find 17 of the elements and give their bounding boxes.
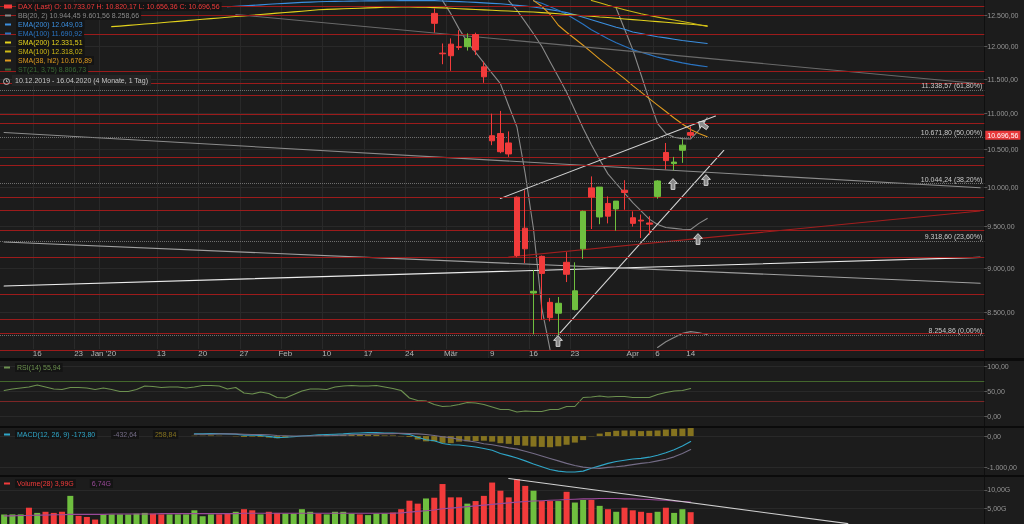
x-tick-label: Mär — [443, 348, 459, 358]
x-tick-label: Jan '20 — [90, 348, 117, 358]
x-tick-label: 23 — [74, 348, 84, 358]
x-tick-label: Feb — [278, 348, 293, 358]
x-tick-label: 14 — [686, 348, 696, 358]
x-tick-label: 17 — [363, 348, 374, 358]
x-tick-label: 16 — [32, 348, 43, 358]
x-tick-label: 24 — [404, 348, 415, 358]
x-tick-label: 6 — [655, 348, 661, 358]
x-tick-label: 13 — [156, 348, 167, 358]
x-tick-label: 9 — [489, 348, 495, 358]
x-tick-label: 23 — [570, 348, 580, 358]
x-tick-label: 16 — [529, 348, 539, 358]
x-tick-label: 27 — [239, 348, 249, 358]
x-tick-label: 10 — [322, 348, 332, 358]
x-tick-label: Apr — [626, 348, 640, 358]
x-tick-label: 20 — [198, 348, 208, 358]
